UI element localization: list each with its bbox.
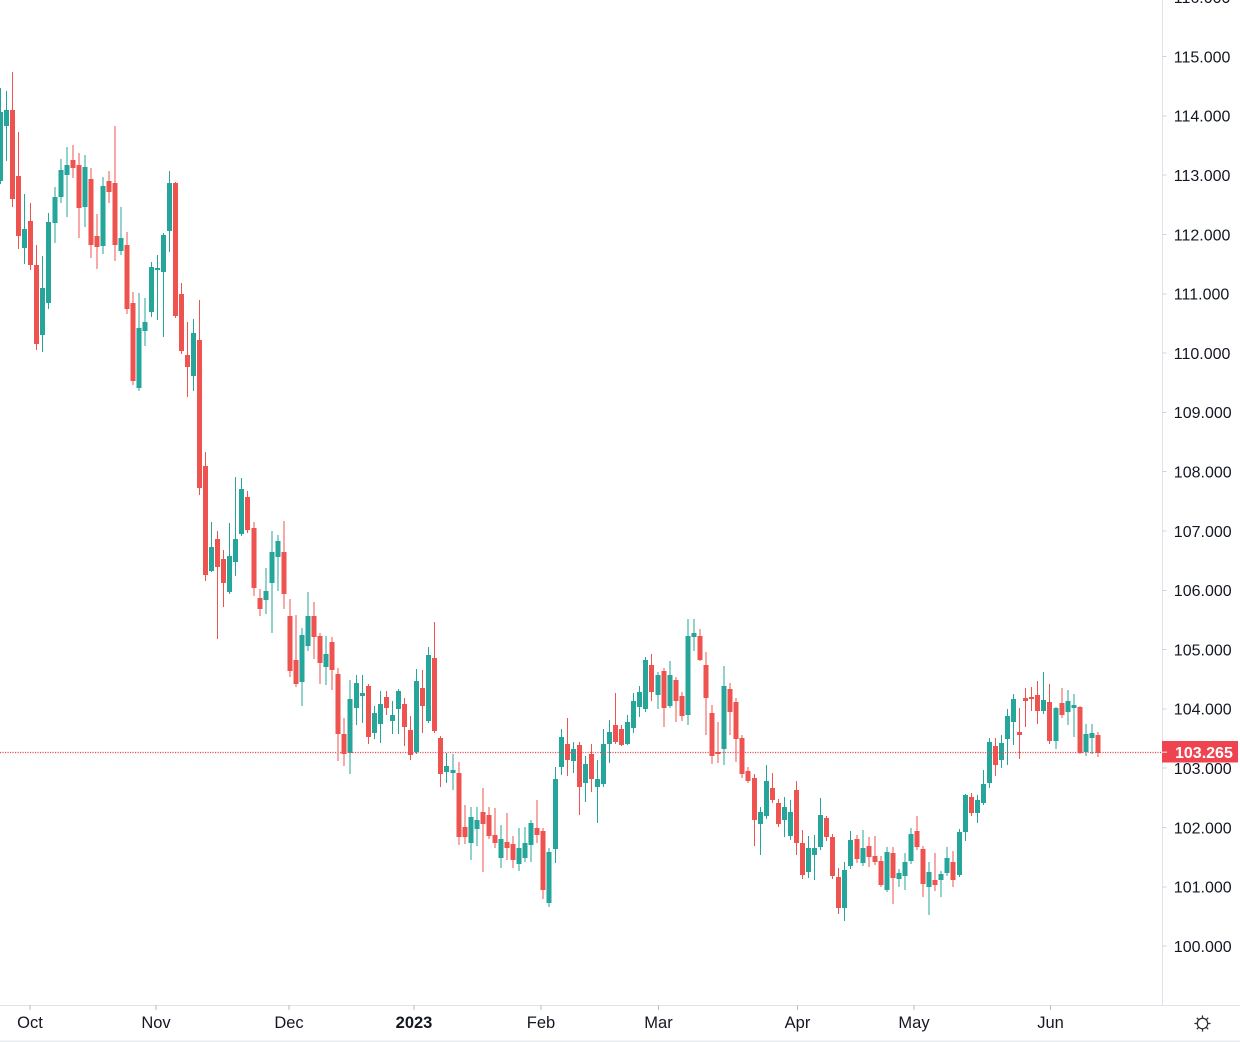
svg-text:114.000: 114.000 xyxy=(1174,109,1231,126)
svg-text:102.000: 102.000 xyxy=(1174,820,1232,837)
svg-text:112.000: 112.000 xyxy=(1174,227,1231,244)
svg-text:106.000: 106.000 xyxy=(1174,583,1232,600)
svg-text:101.000: 101.000 xyxy=(1174,880,1232,897)
svg-text:110.000: 110.000 xyxy=(1174,346,1231,363)
svg-text:100.000: 100.000 xyxy=(1174,939,1232,956)
svg-text:Mar: Mar xyxy=(644,1014,673,1032)
svg-text:104.000: 104.000 xyxy=(1174,702,1232,719)
svg-text:107.000: 107.000 xyxy=(1174,524,1232,541)
svg-text:Apr: Apr xyxy=(785,1014,811,1032)
svg-text:115.000: 115.000 xyxy=(1174,49,1231,66)
svg-text:Oct: Oct xyxy=(17,1014,43,1032)
svg-text:116.000: 116.000 xyxy=(1174,0,1231,7)
svg-text:105.000: 105.000 xyxy=(1174,642,1232,659)
svg-text:2023: 2023 xyxy=(396,1014,433,1032)
svg-text:Jun: Jun xyxy=(1037,1014,1064,1032)
svg-text:Feb: Feb xyxy=(527,1014,555,1032)
svg-text:103.000: 103.000 xyxy=(1174,761,1232,778)
svg-text:111.000: 111.000 xyxy=(1174,287,1230,304)
svg-text:108.000: 108.000 xyxy=(1174,465,1232,482)
svg-text:Nov: Nov xyxy=(141,1014,171,1032)
svg-text:103.265: 103.265 xyxy=(1175,745,1233,762)
svg-text:May: May xyxy=(898,1014,930,1032)
svg-text:109.000: 109.000 xyxy=(1174,405,1232,422)
svg-text:Dec: Dec xyxy=(274,1014,303,1032)
svg-text:113.000: 113.000 xyxy=(1174,168,1231,185)
